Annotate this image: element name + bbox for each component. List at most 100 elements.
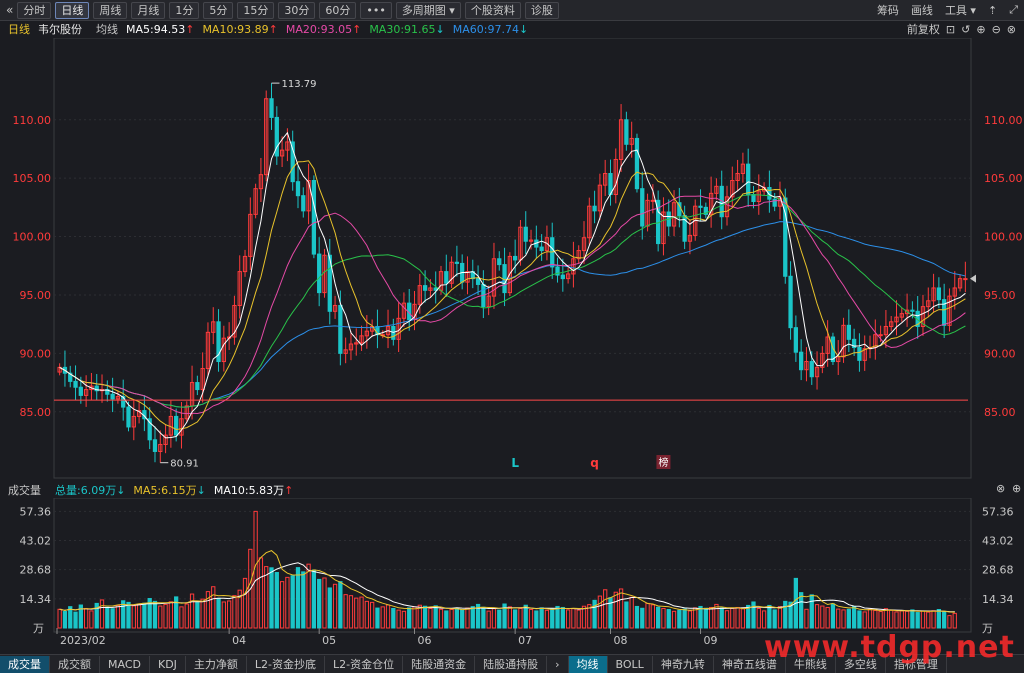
legend-stock: 韦尔股份 (38, 23, 82, 36)
tab-2[interactable]: MACD (100, 655, 150, 673)
period-button-10[interactable]: 多周期图 ▾ (395, 1, 461, 19)
plus-circle-icon[interactable]: ⊕ (1012, 482, 1022, 495)
main-legend: 日线 韦尔股份 均线 MA5:94.53↑ MA10:93.89↑ MA20:9… (0, 22, 1024, 37)
volume-bar (645, 602, 650, 629)
menu-draw[interactable]: 画线 (910, 4, 933, 17)
tab-14[interactable]: 牛熊线 (786, 655, 836, 673)
tab-8[interactable]: 陆股通持股 (475, 655, 548, 673)
volume-bar (597, 595, 603, 629)
period-button-11[interactable]: 个股资料 (464, 1, 521, 19)
volume-bar (613, 591, 618, 629)
candle-body (746, 163, 751, 196)
candle-body (963, 278, 968, 281)
period-button-0[interactable]: 分时 (17, 1, 52, 19)
x-tick-label: 08 (613, 634, 627, 647)
tab-12[interactable]: 神奇九转 (653, 655, 714, 673)
tab-1[interactable]: 成交额 (50, 655, 100, 673)
volume-bar (735, 606, 740, 629)
menu-chip[interactable]: 筹码 (876, 4, 899, 17)
candle-body (258, 174, 264, 190)
volume-bar (756, 607, 761, 629)
candle-body (295, 181, 301, 197)
zoom-in-icon[interactable]: ⊕ (976, 22, 986, 36)
volume-bar (703, 607, 708, 629)
menu-tools[interactable]: 工具 ▾ (944, 4, 976, 17)
volume-label[interactable]: 成交量 (8, 484, 41, 497)
period-button-12[interactable]: 诊股 (524, 1, 559, 19)
candle-body (332, 304, 338, 312)
volume-bar (634, 605, 640, 629)
y-tick-left: 85.00 (20, 406, 52, 419)
tab-5[interactable]: L2-资金抄底 (247, 655, 326, 673)
indicator-tabs: 成交量 成交额 MACD KDJ 主力净额 L2-资金抄底 L2-资金仓位 陆股通资金 陆股通持… (0, 654, 1024, 673)
close-circle-icon[interactable]: ⊗ (996, 482, 1006, 495)
right-menu: 筹码 画线 工具 ▾ ⇡ ⤢ (871, 0, 1024, 20)
volume-bar (444, 610, 449, 629)
candle-body (158, 443, 163, 452)
close-circle-icon[interactable]: ⊗ (1006, 22, 1016, 36)
legend-avg[interactable]: 均线 (96, 23, 118, 36)
volume-y-tick-left: 43.02 (20, 535, 52, 548)
volume-ma10-value: MA10:5.83万 (213, 484, 285, 497)
double-chevron-left-icon[interactable]: « (6, 3, 14, 17)
tab-6[interactable]: L2-资金仓位 (325, 655, 404, 673)
candle-body (417, 285, 422, 305)
tab-4[interactable]: 主力净额 (186, 655, 247, 673)
expand-icon[interactable]: ⤢ (1009, 3, 1018, 16)
volume-bar (354, 597, 359, 629)
volume-bar (761, 610, 767, 629)
period-button-7[interactable]: 30分 (278, 1, 316, 19)
period-button-4[interactable]: 1分 (169, 1, 200, 19)
tab-9[interactable]: › (547, 655, 569, 673)
period-button-1[interactable]: 日线 (55, 1, 90, 19)
period-button-2[interactable]: 周线 (93, 1, 128, 19)
candle-body (799, 351, 804, 371)
volume-bar (433, 605, 438, 629)
volume-bar (184, 603, 189, 629)
volume-bar (671, 610, 677, 629)
candle-body (221, 337, 226, 363)
volume-ma5-value: MA5:6.15万 (133, 484, 197, 497)
tab-15[interactable]: 多空线 (836, 655, 886, 673)
high-label: 113.79 (282, 79, 317, 90)
up-arrow-icon[interactable]: ⇡ (987, 3, 998, 17)
tab-13[interactable]: 神奇五线谱 (714, 655, 786, 673)
tab-16[interactable]: 指标管理 (886, 655, 947, 673)
volume-bar (624, 601, 629, 629)
volume-bar (205, 591, 211, 629)
volume-bar (603, 589, 608, 629)
volume-bar (168, 601, 174, 629)
volume-bar (338, 581, 343, 629)
tab-7[interactable]: 陆股通资金 (403, 655, 476, 673)
candle-body (465, 271, 470, 283)
volume-bar (465, 607, 470, 629)
ma30-line (59, 194, 966, 408)
ma5-line (59, 131, 966, 439)
period-button-8[interactable]: 60分 (319, 1, 357, 19)
volume-bar (306, 563, 311, 629)
candle-body (767, 187, 772, 200)
tab-11[interactable]: BOLL (608, 655, 653, 673)
candle-body (523, 226, 528, 242)
volume-bar (396, 609, 401, 629)
candlestick-chart[interactable]: 110.00 110.00 105.00 105.00 100.00 100.00 95.0… (0, 38, 1024, 480)
candle-body (73, 380, 78, 388)
volume-bar (110, 608, 115, 629)
volume-bar (889, 609, 894, 629)
period-button-3[interactable]: 月线 (131, 1, 166, 19)
lock-icon[interactable]: ⊡ (945, 22, 956, 36)
legend-period[interactable]: 日线 (8, 23, 30, 36)
volume-bar (528, 608, 534, 629)
volume-chart[interactable]: 57.36 57.36 43.02 43.02 28.68 28.68 14.34 14.34… (0, 498, 1024, 654)
adjust-mode[interactable]: 前复权 (906, 23, 940, 36)
tab-10[interactable]: 均线 (568, 655, 608, 673)
volume-bar (555, 605, 560, 629)
candle-body (581, 237, 587, 252)
zoom-out-icon[interactable]: ⊖ (991, 22, 1001, 36)
period-button-5[interactable]: 5分 (203, 1, 234, 19)
tab-3[interactable]: KDJ (150, 655, 186, 673)
tab-0[interactable]: 成交量 (0, 655, 50, 673)
period-button-9[interactable]: ••• (360, 1, 392, 19)
undo-icon[interactable]: ↺ (961, 22, 971, 36)
period-button-6[interactable]: 15分 (237, 1, 275, 19)
